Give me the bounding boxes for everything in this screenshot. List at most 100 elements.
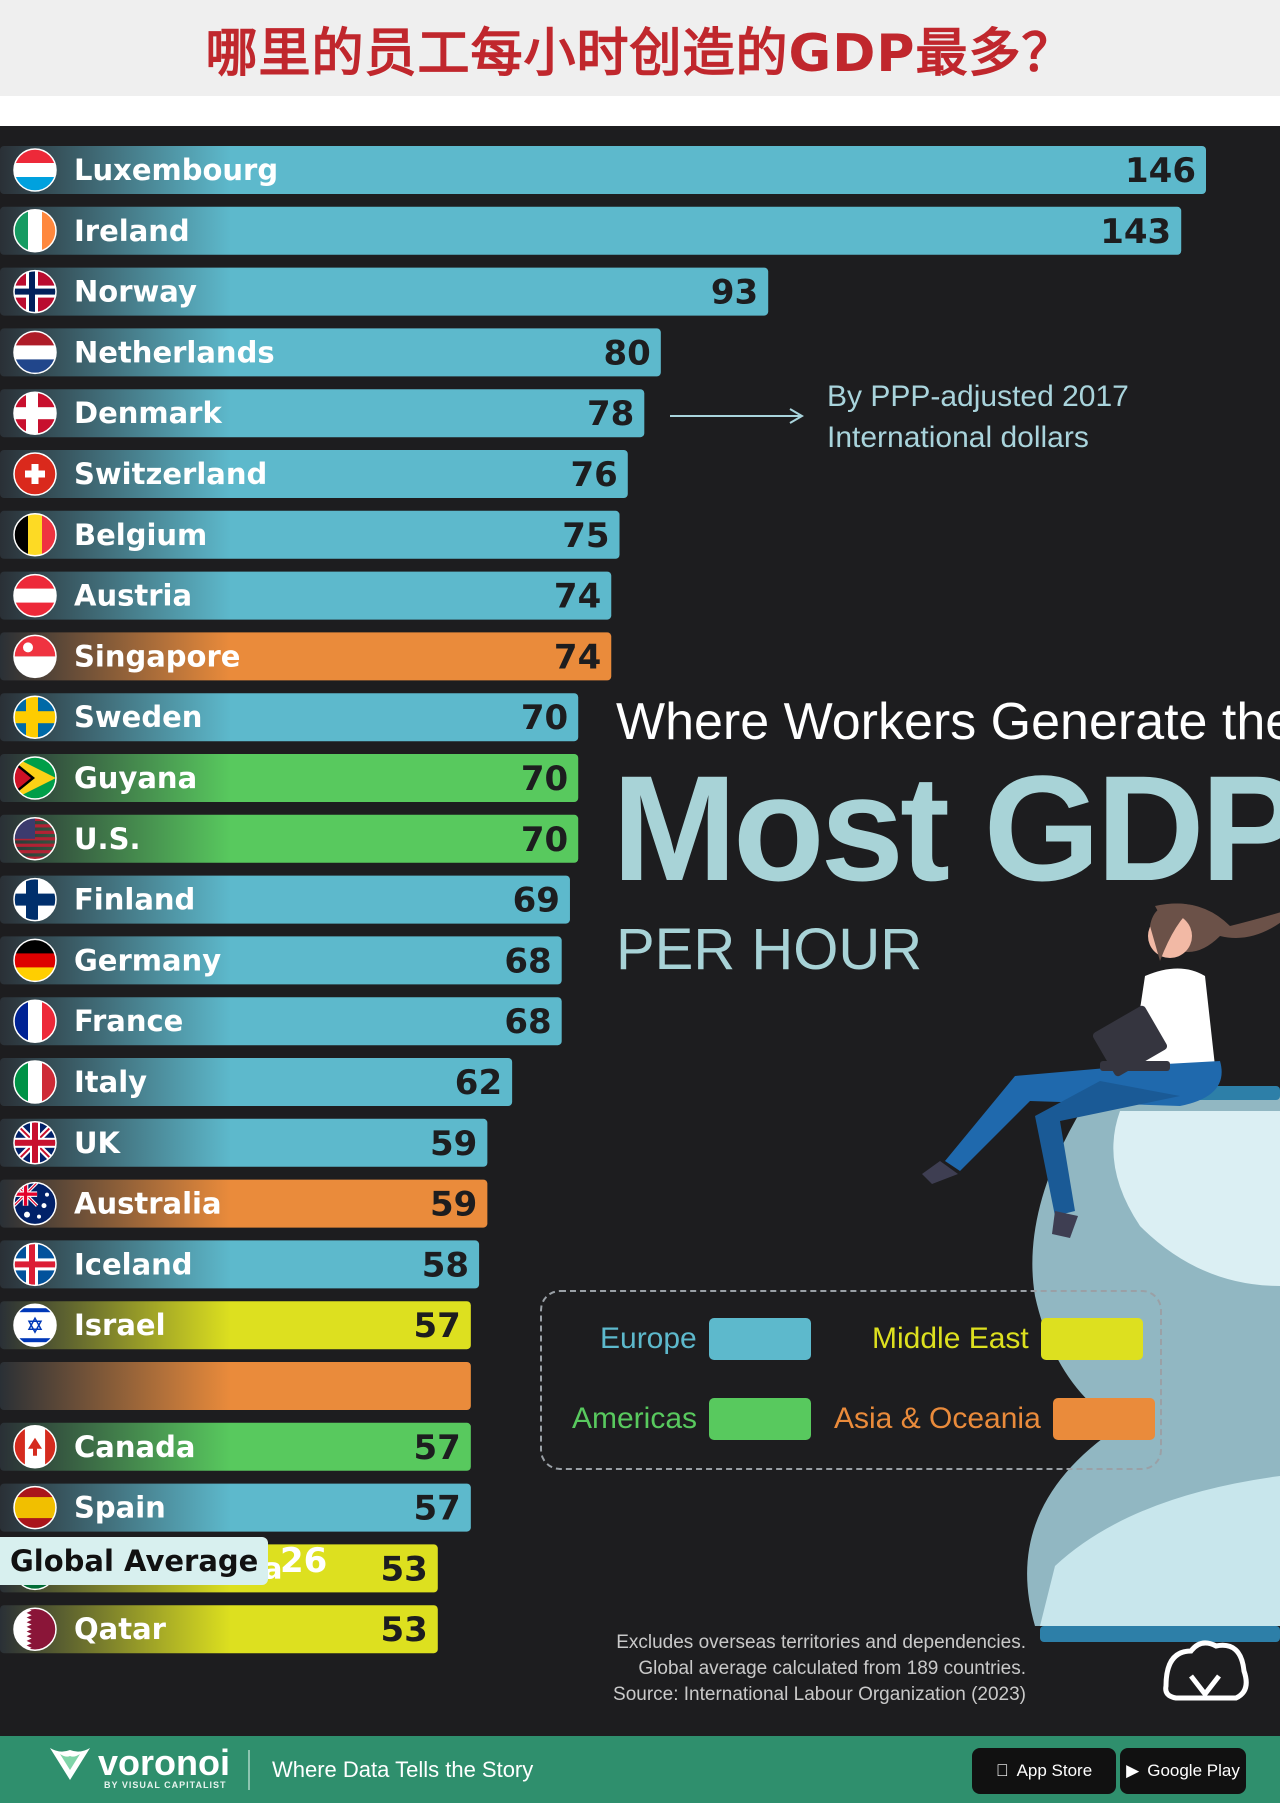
bar-category-label: Ireland — [74, 214, 190, 248]
legend-item-americas: Americas — [572, 1398, 812, 1440]
bar — [0, 1422, 471, 1471]
bar-row: Switzerland 76 — [0, 450, 628, 498]
flag-icon — [14, 1486, 56, 1529]
bar-value-label: 57 — [414, 1306, 461, 1346]
legend-swatch-americas — [709, 1398, 812, 1440]
bar-row — [0, 1362, 471, 1410]
flag-icon — [14, 1425, 56, 1468]
bar — [0, 1483, 471, 1532]
bar-value-label: 57 — [414, 1428, 461, 1468]
bar-value-label: 70 — [521, 698, 568, 738]
banner-gap — [0, 96, 1280, 126]
bar — [0, 693, 579, 742]
flag-icon — [14, 635, 56, 678]
bar — [0, 875, 570, 924]
legend-item-europe: Europe — [600, 1318, 811, 1360]
bar — [0, 450, 628, 498]
bar — [0, 1301, 471, 1350]
bar — [0, 936, 562, 985]
tagline: Where Data Tells the Story — [272, 1756, 534, 1782]
bar — [0, 206, 1182, 255]
bar-row: Finland 69 — [0, 875, 570, 924]
bar-category-label: Qatar — [74, 1612, 167, 1646]
legend-swatch-asia-oceania — [1052, 1398, 1155, 1440]
bar-category-label: Netherlands — [74, 335, 275, 369]
bar-row: Belgium 75 — [0, 510, 620, 559]
legend: Europe Middle East Americas Asia & Ocean… — [540, 1290, 1162, 1470]
banner-title: 哪里的员工每小时创造的GDP最多？ — [205, 23, 1075, 84]
arrow-right-icon — [670, 408, 804, 424]
bar-row: Sweden 70 — [0, 693, 579, 742]
bar-row: Denmark 78 — [0, 389, 645, 438]
bar — [0, 389, 645, 438]
bar-value-label: 59 — [430, 1185, 477, 1225]
bar-category-label: Iceland — [74, 1247, 193, 1281]
bar-value-label: 53 — [380, 1549, 427, 1589]
bar-value-label: 59 — [430, 1124, 477, 1164]
note-line3: Source: International Labour Organizatio… — [613, 1684, 1026, 1705]
bar-row: Spain 57 — [0, 1483, 471, 1532]
bar — [0, 814, 579, 863]
flag-icon — [14, 574, 56, 617]
bar-category-label: France — [74, 1004, 183, 1038]
unit-note-line1: By PPP-adjusted 2017 — [827, 380, 1129, 413]
bar-value-label: 68 — [504, 941, 551, 981]
flag-icon — [14, 817, 56, 860]
bar-category-label: Germany — [74, 943, 221, 977]
bar-category-label: UK — [74, 1126, 122, 1160]
bar-value-label: 68 — [504, 1002, 551, 1042]
bar-category-label: Switzerland — [74, 457, 267, 491]
bar-value-label: 80 — [603, 333, 650, 373]
app-store-label: App Store — [1010, 1761, 1093, 1780]
global-average-label: Global Average — [0, 1537, 269, 1585]
headline-line2: Most GDP — [612, 744, 1280, 912]
voronoi-logo-icon — [50, 1748, 90, 1780]
app-store-button[interactable]:  App Store — [972, 1748, 1116, 1794]
bar-value-label: 76 — [570, 455, 617, 495]
flag-icon — [14, 696, 56, 739]
legend-label-europe: Europe — [600, 1322, 697, 1355]
bar-category-label: Finland — [74, 883, 195, 917]
bar-value-label: 143 — [1100, 212, 1171, 252]
bar-row: UK 59 — [0, 1118, 488, 1167]
flag-icon — [14, 1608, 56, 1651]
bar-value-label: 70 — [521, 820, 568, 860]
bar-value-label: 75 — [562, 516, 609, 556]
bar — [0, 754, 579, 802]
bar-value-label: 93 — [711, 273, 758, 313]
unit-note: By PPP-adjusted 2017 International dolla… — [827, 376, 1147, 458]
bar-row: Austria 74 — [0, 571, 612, 620]
flag-icon — [14, 878, 56, 921]
flag-icon — [14, 757, 56, 799]
bar-category-label: Spain — [74, 1491, 166, 1525]
legend-item-middle-east: Middle East — [872, 1318, 1143, 1360]
flag-icon — [14, 1182, 56, 1225]
note-line2: Global average calculated from 189 count… — [638, 1658, 1026, 1679]
footer: voronoi BY VISUAL CAPITALIST Where Data … — [0, 1736, 1280, 1803]
bar — [0, 1362, 471, 1410]
google-play-button[interactable]: ▶ Google Play — [1120, 1748, 1246, 1794]
worker-hourglass-illustration — [922, 903, 1280, 1642]
bar-value-label: 74 — [554, 637, 601, 677]
bar — [0, 1605, 438, 1654]
bar — [0, 1058, 513, 1106]
bar — [0, 632, 612, 681]
flag-icon — [14, 1121, 56, 1164]
apple-icon:  — [996, 1761, 1009, 1781]
flag-icon — [14, 453, 56, 495]
bar-value-label: 53 — [380, 1610, 427, 1650]
bar-row: Canada 57 — [0, 1422, 471, 1471]
flag-icon — [14, 392, 56, 435]
legend-swatch-europe — [708, 1318, 811, 1360]
flag-icon — [14, 1000, 56, 1043]
legend-swatch-middle-east — [1040, 1318, 1143, 1360]
bar — [0, 1240, 480, 1289]
bar-category-label: Luxembourg — [74, 153, 278, 187]
note-line1: Excludes overseas territories and depend… — [616, 1632, 1026, 1653]
bar — [0, 997, 562, 1046]
bar-value-label: 146 — [1125, 151, 1196, 191]
play-icon: ▶ — [1126, 1761, 1140, 1780]
bar-category-label: Belgium — [74, 518, 207, 552]
bar-chart: Luxembourg 146 Ireland 143 Norway 93 Netherlan… — [0, 146, 1206, 1654]
bar-category-label: Singapore — [74, 639, 240, 673]
